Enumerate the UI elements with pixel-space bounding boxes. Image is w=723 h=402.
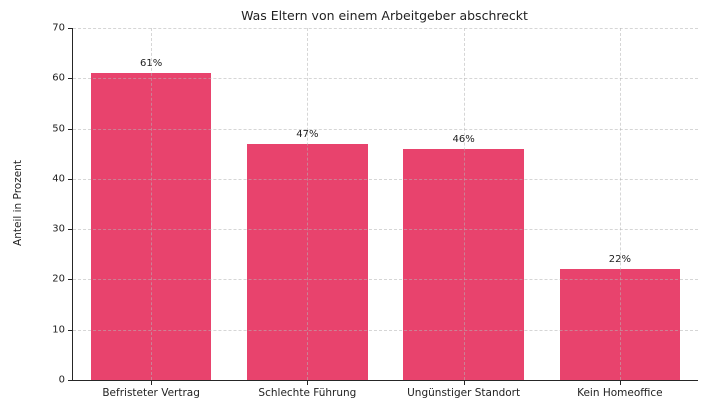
y-tick-label: 10	[52, 324, 65, 336]
y-tick-mark	[68, 229, 72, 231]
bar-value-label: 22%	[608, 254, 631, 266]
x-tick-label: Ungünstiger Standort	[407, 387, 521, 399]
y-tick-label: 50	[52, 123, 65, 135]
x-tick-mark	[307, 381, 309, 385]
y-tick-label: 0	[58, 374, 65, 386]
bar-3	[403, 148, 524, 380]
y-tick-label: 30	[52, 223, 65, 235]
y-tick-label: 20	[52, 273, 65, 285]
plot-area: 0 10 20 30 40 50 60 70 61% Befristeter Vertrag 47%…	[52, 23, 698, 399]
y-tick-mark	[68, 28, 72, 29]
y-tick-mark	[68, 128, 72, 130]
chart-title: Was Eltern von einem Arbeitgeber abschre…	[241, 8, 528, 23]
x-tick-label: Kein Homeoffice	[577, 387, 663, 399]
bar-4	[559, 269, 681, 380]
bar-value-label: 46%	[452, 133, 475, 145]
h-gridline	[73, 28, 698, 29]
y-tick-mark	[68, 329, 72, 331]
y-tick-mark	[68, 78, 72, 80]
bar-2	[247, 143, 368, 380]
y-axis-label: Anteil in Prozent	[12, 160, 24, 246]
x-tick-mark	[619, 381, 621, 385]
bar-1	[90, 73, 212, 380]
x-tick-mark	[463, 381, 465, 385]
y-tick-label: 40	[52, 173, 65, 185]
y-tick-label: 70	[52, 22, 65, 34]
bar-value-label: 47%	[296, 128, 319, 140]
y-tick-mark	[68, 279, 72, 281]
y-tick-mark	[68, 380, 72, 381]
bar-value-label: 61%	[140, 58, 163, 70]
x-tick-label: Befristeter Vertrag	[102, 387, 200, 399]
x-tick-mark	[151, 381, 153, 385]
y-tick-label: 60	[52, 72, 65, 84]
x-tick-label: Schlechte Führung	[258, 387, 357, 399]
y-tick-mark	[68, 178, 72, 180]
